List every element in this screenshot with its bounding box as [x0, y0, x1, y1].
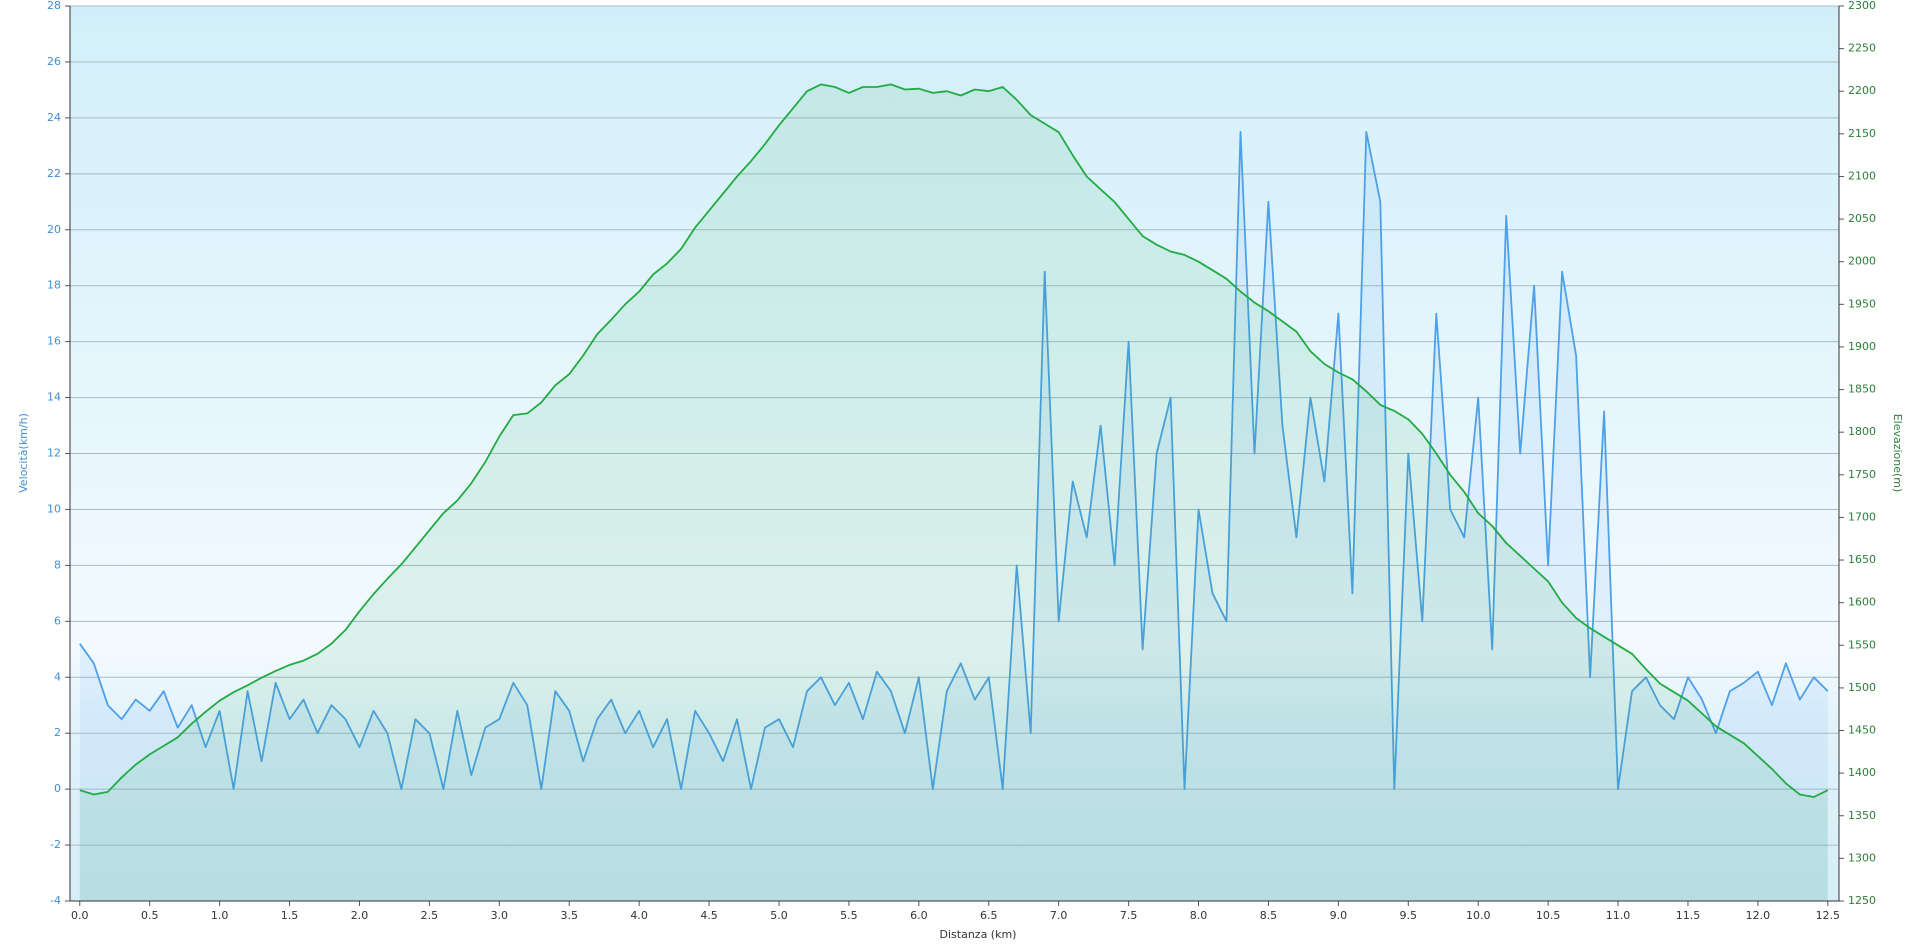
y-tick-label: 14 — [47, 391, 61, 404]
x-tick-label: 8.5 — [1260, 909, 1278, 922]
y2-tick-label: 1600 — [1848, 596, 1876, 609]
x-tick-label: 10.0 — [1466, 909, 1491, 922]
y2-tick-label: 2000 — [1848, 255, 1876, 268]
x-tick-label: 7.0 — [1050, 909, 1068, 922]
y2-tick-label: 1350 — [1848, 809, 1876, 822]
y2-tick-label: 1650 — [1848, 553, 1876, 566]
y-tick-label: 10 — [47, 502, 61, 515]
y-tick-label: 12 — [47, 447, 61, 460]
x-tick-label: 6.5 — [980, 909, 998, 922]
y2-tick-label: 2250 — [1848, 42, 1876, 55]
y-tick-label: 20 — [47, 223, 61, 236]
x-tick-label: 9.5 — [1400, 909, 1418, 922]
y-tick-label: 26 — [47, 55, 61, 68]
x-tick-label: 5.5 — [840, 909, 858, 922]
x-tick-label: 11.0 — [1606, 909, 1631, 922]
x-tick-label: 3.0 — [491, 909, 509, 922]
x-axis-label: Distanza (km) — [940, 928, 1017, 941]
y2-tick-label: 2100 — [1848, 169, 1876, 182]
y2-tick-label: 1550 — [1848, 638, 1876, 651]
x-tick-label: 3.5 — [560, 909, 578, 922]
y2-tick-label: 1250 — [1848, 894, 1876, 907]
y-axis-label: Velocità(km/h) — [17, 413, 30, 493]
y2-tick-label: 1800 — [1848, 425, 1876, 438]
y-tick-label: -4 — [50, 894, 61, 907]
x-tick-label: 11.5 — [1676, 909, 1701, 922]
y-tick-label: -2 — [50, 838, 61, 851]
y-tick-label: 16 — [47, 335, 61, 348]
x-tick-label: 9.0 — [1330, 909, 1348, 922]
y2-tick-label: 1900 — [1848, 340, 1876, 353]
x-tick-label: 1.5 — [281, 909, 299, 922]
y-tick-label: 8 — [54, 558, 61, 571]
y2-tick-label: 1750 — [1848, 468, 1876, 481]
x-tick-label: 7.5 — [1120, 909, 1138, 922]
y-tick-label: 6 — [54, 614, 61, 627]
y2-tick-label: 2150 — [1848, 127, 1876, 140]
series-line — [79, 83, 1829, 798]
x-tick-label: 6.0 — [910, 909, 928, 922]
series-area — [79, 84, 1828, 901]
y-tick-label: 0 — [54, 782, 61, 795]
y2-tick-label: 2300 — [1848, 0, 1876, 12]
y2-tick-label: 1300 — [1848, 851, 1876, 864]
x-tick-label: 5.0 — [770, 909, 788, 922]
y2-tick-label: 1850 — [1848, 383, 1876, 396]
y-tick-label: 18 — [47, 279, 61, 292]
y2-tick-label: 1500 — [1848, 681, 1876, 694]
y-tick-label: 22 — [47, 167, 61, 180]
x-tick-label: 12.5 — [1816, 909, 1841, 922]
x-tick-label: 10.5 — [1536, 909, 1561, 922]
x-tick-label: 12.0 — [1746, 909, 1771, 922]
x-tick-label: 1.0 — [211, 909, 229, 922]
series-area — [79, 131, 1828, 901]
y2-axis-label: Elevazione(m) — [1891, 414, 1904, 493]
x-tick-label: 2.5 — [421, 909, 439, 922]
y-tick-label: 2 — [54, 726, 61, 739]
y2-tick-label: 2200 — [1848, 84, 1876, 97]
x-tick-label: 0.0 — [71, 909, 89, 922]
y2-tick-label: 1700 — [1848, 510, 1876, 523]
y2-tick-label: 2050 — [1848, 212, 1876, 225]
x-tick-label: 2.0 — [351, 909, 369, 922]
y2-tick-label: 1950 — [1848, 297, 1876, 310]
x-tick-label: 4.5 — [700, 909, 718, 922]
x-tick-label: 8.0 — [1190, 909, 1208, 922]
y-tick-label: 28 — [47, 0, 61, 12]
y2-tick-label: 1450 — [1848, 724, 1876, 737]
y-tick-label: 4 — [54, 670, 61, 683]
series-line — [79, 131, 1829, 790]
y-tick-label: 24 — [47, 111, 61, 124]
y2-tick-label: 1400 — [1848, 766, 1876, 779]
x-tick-label: 0.5 — [141, 909, 159, 922]
x-tick-label: 4.0 — [630, 909, 648, 922]
